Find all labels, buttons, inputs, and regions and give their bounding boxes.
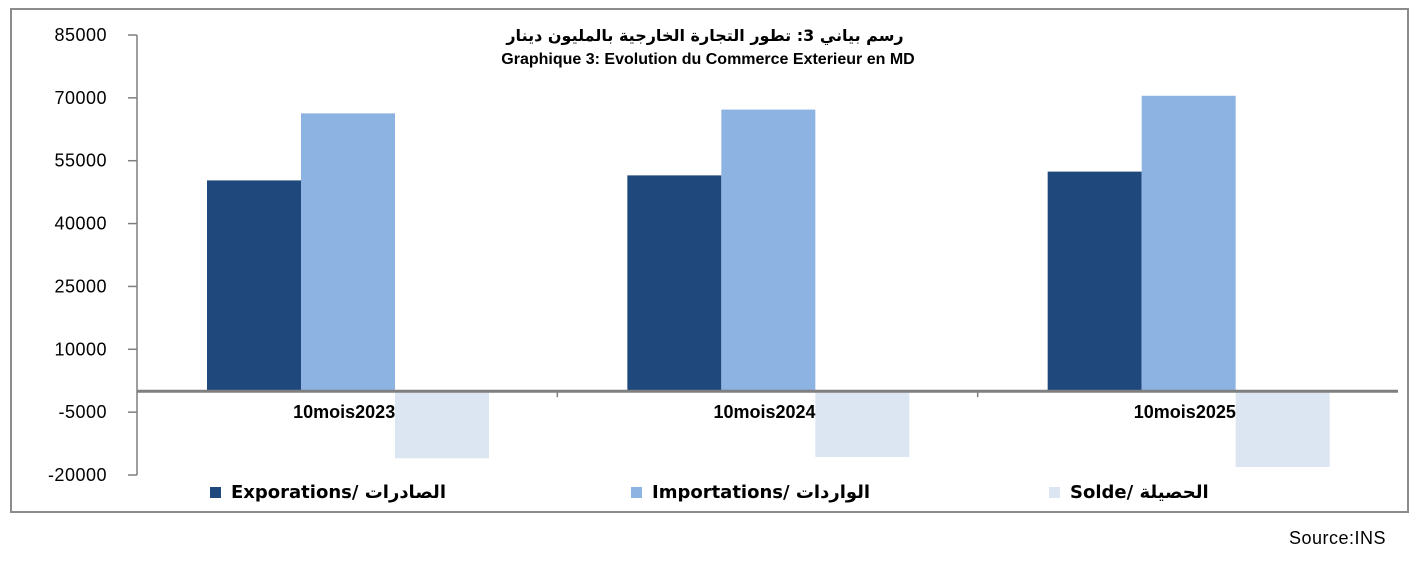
source-note: Source:INS [1288,528,1386,548]
y-tick-label: 10000 [54,339,107,359]
bar-balance-10mois2024 [815,391,910,457]
bar-balance-10mois2023 [395,391,489,459]
x-category-label: 10mois2023 [293,402,395,422]
y-tick-label: 40000 [54,214,107,234]
bar-imports-10mois2024 [721,109,816,392]
chart-title: رسم بياني 3: تطور التجارة الخارجية بالمل… [505,26,903,46]
bar-exports-10mois2024 [627,175,722,392]
y-tick-label: 70000 [54,88,107,108]
bar-exports-10mois2023 [207,180,301,392]
chart-frame [10,8,1409,513]
bar-balance-10mois2025 [1235,391,1330,468]
legend-swatch [1049,487,1060,498]
y-tick-label: -5000 [58,402,107,422]
legend-swatch [631,487,642,498]
y-tick-label: -20000 [48,465,107,485]
legend-swatch [210,487,221,498]
x-category-label: 10mois2025 [1134,402,1236,422]
y-tick-label: 85000 [54,25,107,45]
x-category-label: 10mois2024 [713,402,815,422]
y-tick-label: 25000 [54,276,107,296]
chart-subtitle: Graphique 3: Evolution du Commerce Exter… [501,51,914,68]
legend-label: Solde/ الحصيلة [1070,482,1209,503]
bar-exports-10mois2025 [1047,171,1142,392]
bar-imports-10mois2025 [1141,95,1236,392]
y-tick-label: 55000 [54,151,107,171]
legend-label: Importations/ الواردات [652,482,870,503]
chart-svg: رسم بياني 3: تطور التجارة الخارجية بالمل… [48,25,1398,503]
legend-label: Exporations/ الصادرات [231,482,446,503]
bar-imports-10mois2023 [301,113,395,392]
